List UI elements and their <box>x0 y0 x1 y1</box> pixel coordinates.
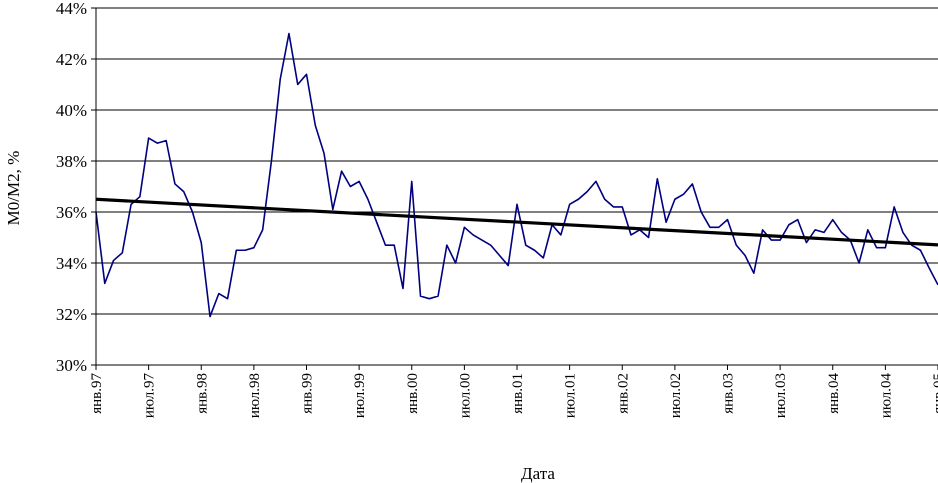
trend-line <box>95 197 938 247</box>
x-tick-label: июл.00 <box>457 373 473 418</box>
x-axis-ticks: янв.97 июл.97 янв.98 июл.98 янв.99 июл.99 янв.… <box>89 365 938 418</box>
y-axis-ticks: 30% 32% 34% 36% 38% 40% 42% 44% <box>56 0 96 375</box>
x-tick-label: июл.97 <box>142 373 158 419</box>
y-tick-label: 36% <box>56 203 87 222</box>
x-tick-label: янв.02 <box>615 373 631 414</box>
x-tick-label: июл.03 <box>773 373 789 418</box>
y-tick-label: 38% <box>56 152 87 171</box>
x-axis-title: Дата <box>521 464 555 483</box>
y-axis-title: М0/М2, % <box>4 151 23 226</box>
x-tick-label: июл.01 <box>563 373 579 418</box>
series-group <box>95 32 938 318</box>
x-tick-label: янв.01 <box>510 373 526 414</box>
x-tick-label: июл.02 <box>668 373 684 418</box>
gridlines <box>96 7 938 315</box>
y-tick-label: 42% <box>56 50 87 69</box>
y-tick-label: 34% <box>56 254 87 273</box>
y-tick-label: 44% <box>56 0 87 18</box>
x-tick-label: янв.00 <box>405 373 421 414</box>
x-tick-label: янв.04 <box>826 373 842 414</box>
y-tick-label: 32% <box>56 305 87 324</box>
y-tick-label: 40% <box>56 101 87 120</box>
x-tick-label: янв.03 <box>721 373 737 414</box>
x-tick-label: янв.05 <box>931 373 938 414</box>
x-tick-label: июл.99 <box>352 373 368 418</box>
x-tick-label: янв.97 <box>89 373 105 414</box>
series-line-m0-m2 <box>95 32 938 318</box>
x-tick-label: янв.98 <box>194 373 210 414</box>
x-tick-label: июл.04 <box>878 373 894 419</box>
x-tick-label: янв.99 <box>300 373 316 414</box>
y-tick-label: 30% <box>56 356 87 375</box>
x-tick-label: июл.98 <box>247 373 263 418</box>
